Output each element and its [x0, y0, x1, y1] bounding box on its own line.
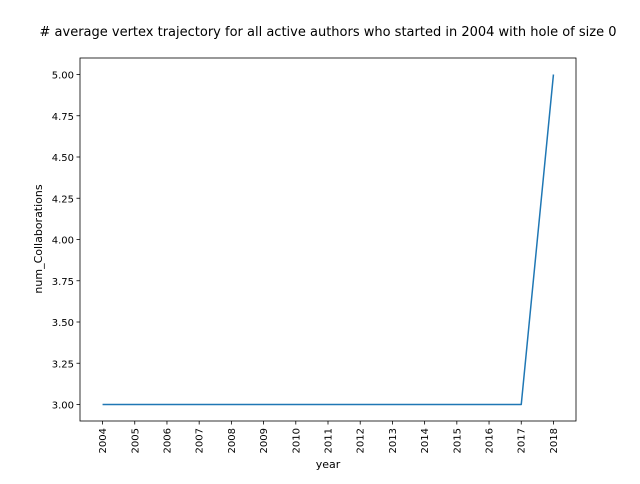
x-tick-label: 2005: [130, 428, 141, 453]
x-tick-label: 2016: [485, 428, 496, 453]
x-tick-label: 2010: [291, 428, 302, 453]
x-tick-label: 2006: [162, 428, 173, 453]
x-tick-label: 2012: [356, 428, 367, 453]
y-tick-label: 3.75: [52, 277, 74, 288]
x-tick-label: 2009: [259, 428, 270, 453]
y-tick-label: 3.00: [52, 401, 74, 412]
plot-frame: [79, 57, 577, 422]
x-tick-label: 2015: [452, 428, 463, 453]
x-tick-label: 2018: [549, 428, 560, 453]
y-tick-label: 4.50: [52, 153, 74, 164]
x-tick-label: 2013: [388, 428, 399, 453]
series-line: [102, 74, 555, 406]
x-tick-label: 2004: [98, 428, 109, 453]
y-tick-label: 4.25: [52, 194, 74, 205]
y-tick-label: 4.75: [52, 112, 74, 123]
x-tick-label: 2014: [420, 428, 431, 453]
x-tick-label: 2017: [517, 428, 528, 453]
chart-title: # average vertex trajectory for all acti…: [40, 25, 617, 40]
plot-layer: 3.00 3.25 3.50 3.75 4.00 4.25 4.50 4.75 5.00 2004…: [52, 57, 577, 453]
y-tick-label: 5.00: [52, 71, 74, 82]
x-tick-label: 2007: [195, 428, 206, 453]
y-tick-label: 4.00: [52, 236, 74, 247]
x-tick-label: 2008: [227, 428, 238, 453]
y-axis-label: num_Collaborations: [32, 184, 45, 293]
y-tick-label: 3.25: [52, 359, 74, 370]
x-axis-label: year: [316, 458, 341, 471]
y-tick-label: 3.50: [52, 318, 74, 329]
x-tick-label: 2011: [324, 428, 335, 453]
